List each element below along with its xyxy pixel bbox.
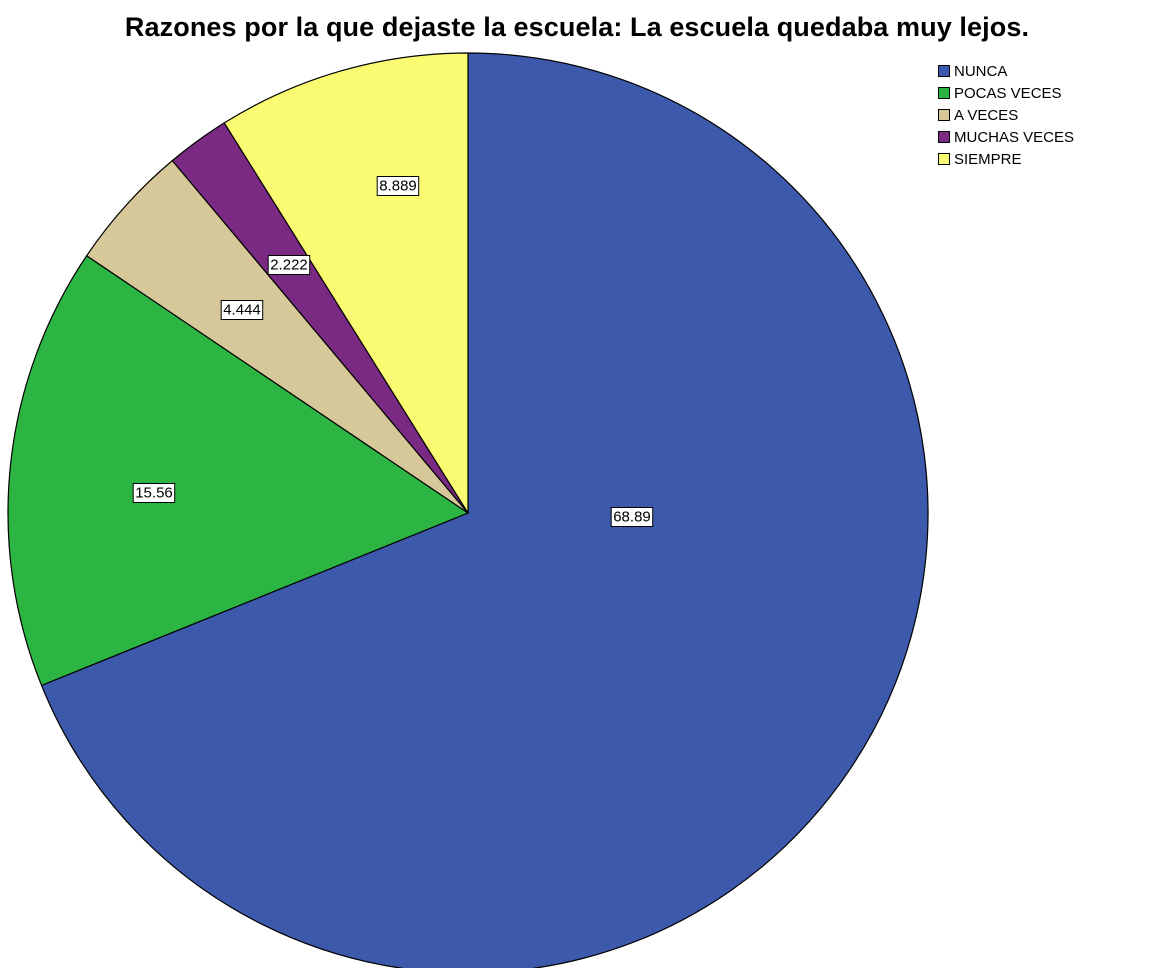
data-label-box [220, 300, 264, 320]
data-label-a-veces: 4.444 [220, 300, 264, 320]
data-label-pocas-veces: 15.56 [132, 483, 176, 503]
pie-slice-pocas-veces [7, 255, 469, 686]
chart-title: Razones por la que dejaste la escuela: L… [124, 12, 1030, 42]
legend-item-nunca: NUNCA [938, 60, 1074, 82]
data-label-text: 68.89 [613, 509, 651, 526]
legend-label: SIEMPRE [954, 150, 1022, 168]
pie-slice-siempre [223, 52, 469, 514]
data-label-box [610, 507, 654, 527]
legend-swatch [938, 131, 950, 143]
pie-slices [7, 52, 929, 968]
data-label-box [267, 255, 311, 275]
data-label-nunca: 68.89 [610, 507, 654, 527]
data-label-muchas-veces: 2.222 [267, 255, 311, 275]
legend-item-pocas-veces: POCAS VECES [938, 82, 1074, 104]
legend-item-siempre: SIEMPRE [938, 148, 1074, 170]
legend-label: A VECES [954, 106, 1019, 124]
data-label-siempre: 8.889 [376, 176, 420, 196]
pie-slice-nunca [40, 52, 929, 968]
legend-swatch [938, 65, 950, 77]
legend-swatch [938, 153, 950, 165]
data-label-box [376, 176, 420, 196]
legend-label: NUNCA [954, 62, 1008, 80]
legend: NUNCA POCAS VECES A VECES MUCHAS VECES SIEMP… [938, 60, 1074, 170]
data-label-text: 8.889 [379, 178, 417, 195]
legend-item-muchas-veces: MUCHAS VECES [938, 126, 1074, 148]
data-label-box [132, 483, 176, 503]
legend-label: POCAS VECES [954, 84, 1062, 102]
data-label-text: 2.222 [270, 257, 308, 274]
data-label-text: 15.56 [135, 485, 173, 502]
legend-item-a-veces: A VECES [938, 104, 1074, 126]
legend-swatch [938, 109, 950, 121]
legend-swatch [938, 87, 950, 99]
data-label-text: 4.444 [223, 302, 261, 319]
legend-label: MUCHAS VECES [954, 128, 1075, 146]
pie-data-labels: 68.89 15.56 4.444 2.222 8.889 [132, 176, 654, 527]
